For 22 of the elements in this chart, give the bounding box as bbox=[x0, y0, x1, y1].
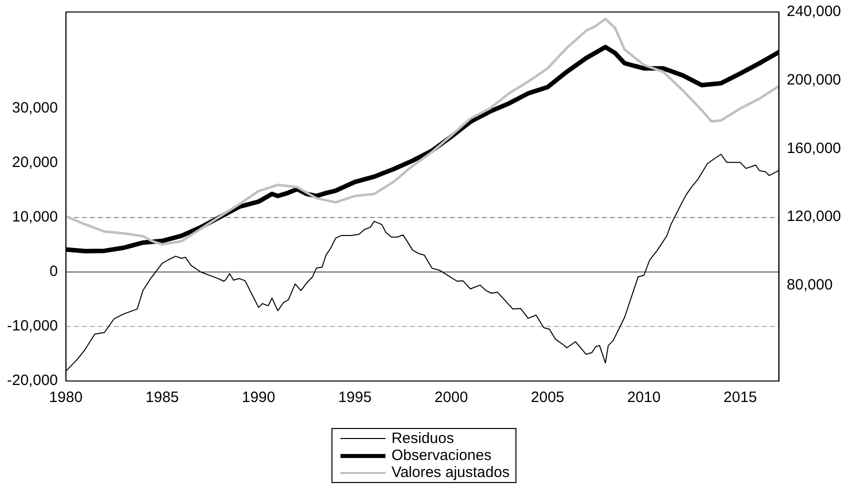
y-tick-label: 10,000 bbox=[12, 208, 58, 226]
x-tick-label: 1995 bbox=[338, 389, 372, 406]
legend-label: Residuos bbox=[391, 430, 454, 447]
legend-label: Observaciones bbox=[391, 447, 492, 464]
y-tick-label: -20,000 bbox=[7, 372, 58, 390]
x-tick-label: 1990 bbox=[242, 389, 276, 406]
y2-tick-label: 240,000 bbox=[786, 3, 842, 20]
y-tick-label: 20,000 bbox=[12, 154, 58, 172]
y2-tick-label: 200,000 bbox=[786, 71, 842, 88]
y-tick-label: -10,000 bbox=[7, 318, 58, 335]
y2-tick-label: 80,000 bbox=[786, 276, 833, 294]
y-tick-label: 30,000 bbox=[12, 100, 58, 117]
x-tick-label: 2005 bbox=[530, 389, 564, 406]
y2-tick-label: 160,000 bbox=[786, 140, 842, 157]
y-tick-label: 0 bbox=[50, 263, 58, 280]
legend-label: Valores ajustados bbox=[391, 464, 510, 481]
y2-tick-label: 120,000 bbox=[786, 208, 842, 226]
x-tick-label: 2000 bbox=[434, 389, 468, 406]
x-tick-label: 1985 bbox=[146, 389, 179, 406]
x-tick-label: 1980 bbox=[49, 389, 83, 406]
x-tick-label: 2010 bbox=[627, 389, 661, 406]
x-tick-label: 2015 bbox=[724, 389, 757, 406]
